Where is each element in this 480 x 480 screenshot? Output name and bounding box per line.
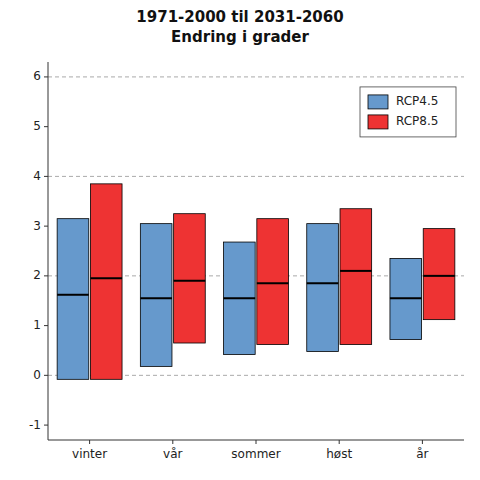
y-tick xyxy=(44,275,48,276)
x-tick-label: år xyxy=(416,447,428,461)
chart-container: -1 0 1 2 3 4 5 6 vinter vår sommer høst år 1971-2000 … xyxy=(0,0,480,480)
y-tick xyxy=(44,375,48,376)
y-tick xyxy=(44,425,48,426)
x-tick xyxy=(339,440,340,444)
box xyxy=(390,258,422,339)
legend-swatch xyxy=(368,115,388,129)
median-line xyxy=(340,270,372,272)
median-line xyxy=(57,294,89,296)
legend-frame xyxy=(360,87,456,137)
box xyxy=(57,219,89,380)
x-tick-label: sommer xyxy=(231,447,280,461)
grid-line xyxy=(48,176,464,177)
median-line xyxy=(390,297,422,299)
median-line xyxy=(307,282,339,284)
median-line xyxy=(257,282,289,284)
title: 1971-2000 til 2031-2060 xyxy=(136,8,343,26)
box xyxy=(257,219,289,345)
legend-swatch xyxy=(368,95,388,109)
y-tick xyxy=(44,226,48,227)
x-tick-label: vår xyxy=(163,447,182,461)
y-tick xyxy=(44,126,48,127)
grid-line xyxy=(48,76,464,77)
y-tick xyxy=(44,325,48,326)
y-tick-label: 2 xyxy=(33,268,41,282)
box xyxy=(174,214,206,343)
box xyxy=(340,209,372,345)
y-tick-label: 5 xyxy=(33,119,41,133)
median-line xyxy=(140,297,172,299)
box xyxy=(423,229,455,320)
x-tick-label: vinter xyxy=(72,447,107,461)
y-tick-label: -1 xyxy=(29,418,41,432)
median-line xyxy=(423,275,455,277)
boxes xyxy=(57,184,455,379)
x-tick xyxy=(89,440,90,444)
legend: RCP4.5 RCP8.5 xyxy=(360,87,456,137)
y-tick-label: 0 xyxy=(33,368,41,382)
subtitle: Endring i grader xyxy=(171,28,309,46)
y-tick xyxy=(44,76,48,77)
box xyxy=(90,184,122,379)
y-axis-line xyxy=(48,62,49,440)
x-tick xyxy=(256,440,257,444)
axes: -1 0 1 2 3 4 5 6 vinter vår sommer høst år xyxy=(29,62,464,461)
box xyxy=(224,242,256,354)
box xyxy=(140,224,172,367)
x-tick xyxy=(422,440,423,444)
y-tick xyxy=(44,176,48,177)
y-tick-label: 6 xyxy=(33,69,41,83)
median-line xyxy=(224,297,256,299)
x-tick xyxy=(172,440,173,444)
y-tick-label: 3 xyxy=(33,219,41,233)
y-tick-label: 4 xyxy=(33,169,41,183)
x-tick-label: høst xyxy=(326,447,352,461)
chart: -1 0 1 2 3 4 5 6 vinter vår sommer høst år 1971-2000 … xyxy=(0,0,480,480)
y-tick-label: 1 xyxy=(33,318,41,332)
legend-label: RCP8.5 xyxy=(396,114,438,128)
median-line xyxy=(90,277,122,279)
legend-label: RCP4.5 xyxy=(396,94,438,108)
median-line xyxy=(174,280,206,282)
box xyxy=(307,224,339,352)
